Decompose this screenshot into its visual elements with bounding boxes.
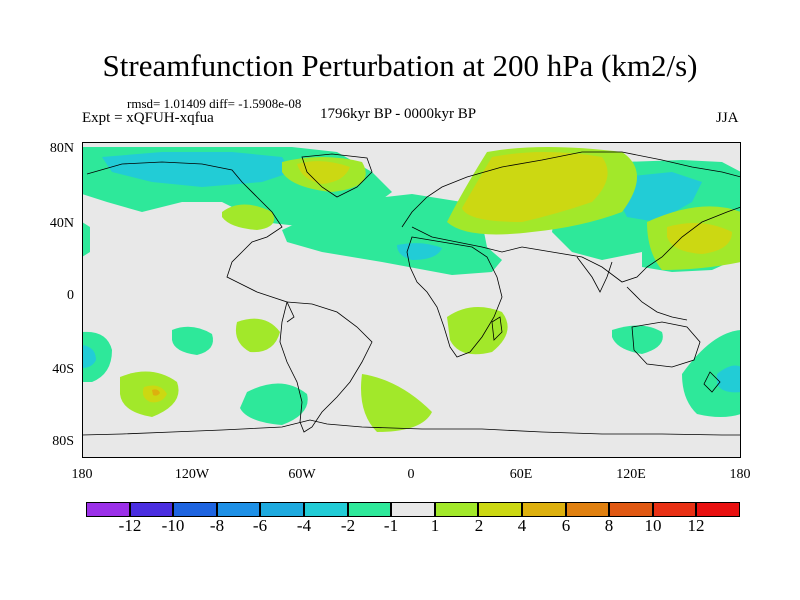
lon-label-60w: 60W [288,467,316,482]
colorbar-label: 4 [517,516,527,535]
colorbar-swatch [173,502,217,517]
colorbar-swatch [696,502,740,517]
colorbar-swatch [609,502,653,517]
contour-pos1-south-atlantic [361,374,432,432]
map-border [82,142,741,458]
lon-label-60e: 60E [509,467,533,482]
lat-label-eq: 0 [67,288,74,303]
coastline-africa [406,236,503,358]
contour-pos1-north-atlantic [222,204,275,230]
colorbar-label: 1 [430,516,440,535]
colorbar-swatch [478,502,522,517]
colorbar-swatch [391,502,435,517]
colorbar-label: -2 [340,516,356,535]
colorbar-swatch [303,502,348,517]
colorbar-label: -1 [383,516,399,535]
stats-label: rmsd= 1.01409 diff= -1.5908e-08 [127,96,302,111]
lon-label-180w: 180 [71,467,93,482]
coastline-australia [631,321,701,368]
contour-neg1-atlantic-band [282,194,502,275]
colorbar-label: -10 [161,516,185,535]
colorbar-swatch [347,502,392,517]
lon-label-120w: 120W [174,467,210,482]
contour-neg1-west-edge [82,222,90,257]
contour-neg2-south-east [717,365,741,393]
season-label: JJA [716,110,739,126]
contour-pos6-south-pacific [152,389,160,396]
coastline-southeast-asia [626,286,688,321]
colorbar-label: 12 [687,516,705,535]
contour-pos4-greenland [297,161,350,184]
colorbar-swatch [521,502,566,517]
coastline-antarctica [82,419,741,436]
colorbar-label: -6 [252,516,268,535]
colorbar-swatch [129,502,174,517]
period-label: 1796kyr BP - 0000kyr BP [320,106,477,122]
contour-pos4-pacific [667,223,732,254]
lat-label-80n: 80N [49,141,74,156]
coastline-south-america [279,301,373,433]
experiment-label: Expt = xQFUH-xqfua [82,110,214,126]
colorbar-swatch [565,502,610,517]
coastline-asia-south [521,206,741,283]
contour-neg1-indonesia [612,325,663,354]
chart-title: Streamfunction Perturbation at 200 hPa (… [102,48,698,83]
colorbar-swatch [86,502,130,517]
colorbar-swatch [216,502,261,517]
lat-label-80s: 80S [52,434,74,449]
colorbar-label: 8 [604,516,614,535]
lon-label-180e: 180 [729,467,751,482]
coastline-eurasia [401,151,741,228]
contour-neg1-south-pacific-west [82,331,112,382]
contour-fills [82,147,741,432]
coastline-north-america [86,161,295,323]
colorbar-label: -4 [296,516,312,535]
contour-neg2-arctic [102,152,292,187]
colorbar-label: -8 [209,516,225,535]
contour-pos1-south-america [235,318,280,353]
world-map-panel [82,142,741,458]
colorbar-label: 10 [644,516,662,535]
contour-neg2-south-west [82,345,96,368]
colorbar-label: 2 [474,516,484,535]
colorbar-swatch [260,502,304,517]
contour-neg1-small-pacific [172,326,213,355]
coastline-india [576,256,613,293]
colorbar [86,502,740,517]
lon-label-0: 0 [407,467,415,482]
lat-label-40n: 40N [49,216,74,231]
lon-label-120e: 120E [616,467,646,482]
colorbar-label: 6 [561,516,571,535]
colorbar-swatch [652,502,697,517]
coastline-europe-south [411,226,523,253]
colorbar-swatch [434,502,479,517]
coastline-madagascar [491,316,503,341]
contour-neg2-asia [617,172,702,222]
contour-pos4-eurasia [462,152,608,222]
coastlines [82,151,741,436]
lat-label-40s: 40S [52,362,74,377]
coastline-greenland [301,153,373,198]
colorbar-label: -12 [118,516,142,535]
coastline-new-zealand [703,371,721,393]
contour-neg1-southeast-pacific [240,383,308,425]
